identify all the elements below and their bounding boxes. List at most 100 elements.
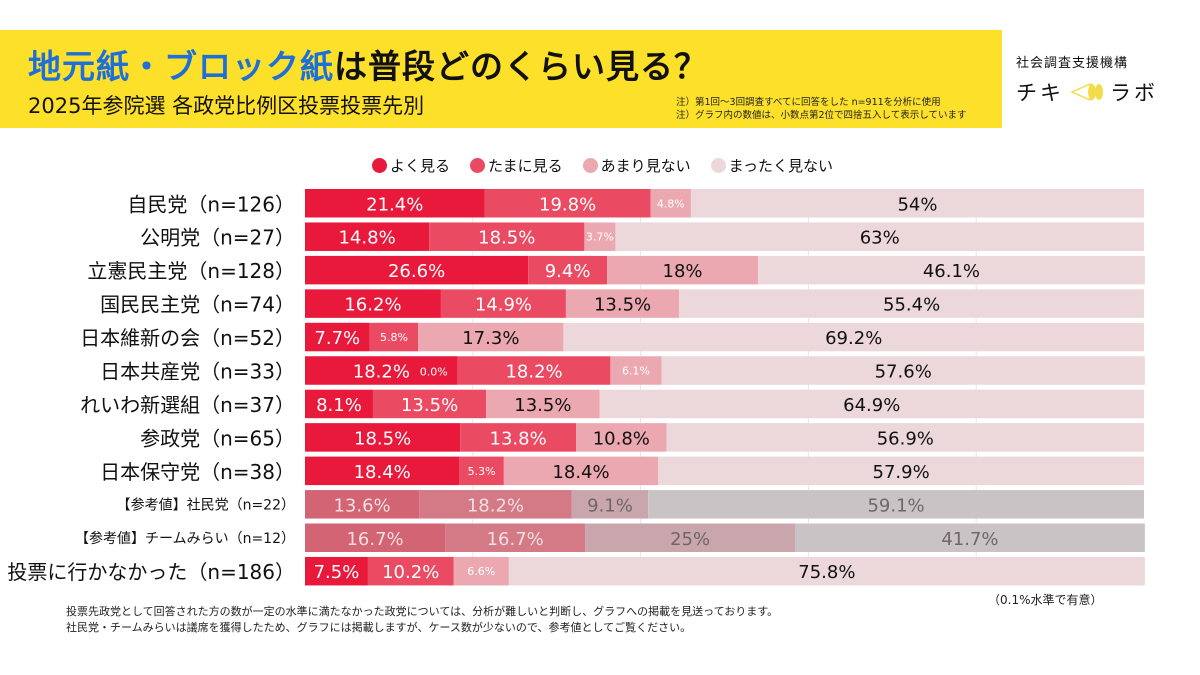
bar-segment xyxy=(758,255,1145,285)
bar-segment xyxy=(305,389,373,419)
value-label: 21.4% xyxy=(366,194,423,215)
title-highlight: 地元紙・ブロック紙 xyxy=(28,47,334,86)
bar-segment xyxy=(305,189,485,218)
title-rest: は普段どのくらい見る？ xyxy=(334,47,708,86)
value-label: 8.1% xyxy=(316,395,362,416)
bar-segment xyxy=(486,389,600,419)
category-label: 日本保守党（n=38） xyxy=(100,460,295,484)
bar-segment xyxy=(460,423,576,452)
category-label: 公明党（n=27） xyxy=(140,226,295,250)
bar-segment xyxy=(666,423,1144,452)
value-label: 13.5% xyxy=(401,395,458,416)
value-label: 25% xyxy=(670,529,710,550)
bar-segment xyxy=(690,189,1144,218)
value-label: 7.5% xyxy=(314,562,360,583)
value-label: 16.2% xyxy=(344,295,401,316)
category-label: 【参考値】社民党（n=22） xyxy=(117,496,295,513)
brand-name: チキ ラボ xyxy=(1016,77,1186,107)
value-label: 3.7% xyxy=(586,231,614,244)
value-label: 5.3% xyxy=(468,465,496,478)
bar-segment xyxy=(661,356,1145,385)
value-label: 59.1% xyxy=(867,495,924,516)
bar-segment xyxy=(610,356,662,385)
value-label: 7.7% xyxy=(314,328,360,349)
bar-segment xyxy=(305,322,370,352)
bar-segment xyxy=(418,322,564,352)
value-label: 54% xyxy=(897,194,937,215)
bar-segment xyxy=(440,289,566,318)
bar-segment xyxy=(305,490,420,519)
legend-item: たまに見る xyxy=(470,155,563,176)
category-label: 投票に行かなかった（n=186） xyxy=(7,560,295,584)
value-label: 19.8% xyxy=(539,194,596,215)
bar-segment xyxy=(658,456,1144,486)
bar-segment xyxy=(305,556,368,586)
bar-segment xyxy=(305,222,430,251)
bar-segment xyxy=(650,189,691,218)
legend-label: たまに見る xyxy=(488,157,563,175)
bar-segment xyxy=(372,389,487,419)
category-label: 日本維新の会（n=52） xyxy=(80,326,295,350)
value-label: 9.1% xyxy=(587,495,633,516)
header-band xyxy=(0,30,1002,128)
category-label: 【参考値】チームみらい（n=12） xyxy=(75,530,295,547)
bar-segment xyxy=(459,456,504,486)
chart-subtitle: 2025年参院選 各政党比例区投票投票先別 xyxy=(28,94,425,118)
chart-title: 地元紙・ブロック紙は普段どのくらい見る？ xyxy=(28,40,708,88)
value-label: 16.7% xyxy=(346,529,403,550)
bar-segment xyxy=(503,456,659,486)
footer-line: 社民党・チームみらいは議席を獲得したため、グラフには掲載しますが、ケース数が少な… xyxy=(66,621,692,634)
legend-label: まったく見ない xyxy=(728,157,833,175)
bar-segment xyxy=(305,356,458,385)
bar-segment xyxy=(305,423,461,452)
category-label: 自民党（n=126） xyxy=(127,192,295,216)
legend-swatch xyxy=(582,158,598,173)
value-label: 17.3% xyxy=(462,328,519,349)
brand-name-left: チキ xyxy=(1016,81,1064,105)
legend-swatch xyxy=(710,158,726,173)
value-label: 5.8% xyxy=(380,331,408,344)
bar-segment xyxy=(445,523,586,552)
legend-item: まったく見ない xyxy=(710,155,833,176)
bar-segment xyxy=(305,289,441,318)
value-label: 6.6% xyxy=(467,565,495,578)
category-label: 国民民主党（n=74） xyxy=(100,293,295,317)
bar-segment xyxy=(794,523,1145,552)
value-label: 10.8% xyxy=(593,428,650,449)
value-label: 41.7% xyxy=(941,529,998,550)
legend-swatch xyxy=(470,158,486,173)
category-label: れいわ新選組（n=37） xyxy=(80,393,295,417)
legend-item: あまり見ない xyxy=(582,155,691,176)
value-label: 18.2% xyxy=(505,362,562,383)
value-label: 9.4% xyxy=(545,261,591,282)
category-label: 参政党（n=65） xyxy=(140,426,295,450)
value-label: 14.8% xyxy=(338,228,395,249)
brand-org: 社会調査支援機構 xyxy=(1016,56,1129,71)
bar-segment xyxy=(679,289,1144,318)
legend-swatch xyxy=(372,158,387,173)
value-label: 18.5% xyxy=(478,228,535,249)
value-label: 18.2% xyxy=(353,362,410,383)
value-label: 13.5% xyxy=(594,295,651,316)
value-label: 57.9% xyxy=(873,462,930,483)
bar-segment xyxy=(615,222,1144,251)
zero-value-label: 0.0% xyxy=(420,366,448,379)
value-label: 57.6% xyxy=(875,362,932,383)
bar-segment xyxy=(305,456,460,486)
value-label: 18.5% xyxy=(354,428,411,449)
footer-line: 投票先政党として回答された方の数が一定の水準に満たなかった政党については、分析が… xyxy=(66,605,779,618)
value-label: 63% xyxy=(860,228,900,249)
note-line: 注）第1回〜3回調査すべてに回答をした n=911を分析に使用 xyxy=(676,97,941,108)
value-label: 75.8% xyxy=(798,562,855,583)
value-label: 13.8% xyxy=(490,428,547,449)
bar-segment xyxy=(429,222,585,251)
bar-segment xyxy=(528,255,608,285)
value-label: 16.7% xyxy=(487,529,544,550)
bar-segment xyxy=(563,322,1144,352)
value-label: 14.9% xyxy=(475,295,532,316)
bar-segment xyxy=(484,189,651,218)
brand-name-right: ラボ xyxy=(1110,81,1158,105)
bar-segment xyxy=(367,556,454,586)
value-label: 10.2% xyxy=(382,562,439,583)
